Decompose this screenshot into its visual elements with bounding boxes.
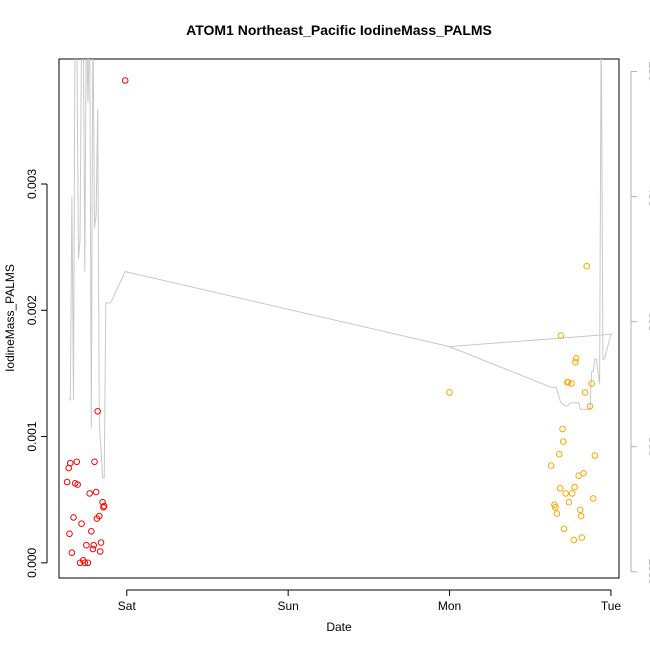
data-point [81,559,89,567]
y-tick-label: 0.002 [25,295,39,325]
data-point [577,512,585,520]
data-point [97,539,105,546]
data-point [68,549,76,557]
data-point [580,469,587,477]
x-tick-label: Tue [601,599,622,613]
x-axis-label: Date [326,620,352,634]
y-axis-label: IodineMass_PALMS [3,264,17,372]
x-tick-label: Sat [118,599,137,613]
data-point [556,450,563,458]
right-tick-label: 400 [646,187,650,207]
data-point [70,514,77,521]
data-point [565,498,573,506]
data-point [589,495,597,502]
y-axis: 0.000 0.001 0.002 0.003 [25,169,48,578]
data-point [560,525,568,533]
data-point [577,506,584,514]
right-tick-label: 1000 [646,558,650,585]
data-point [89,545,97,553]
data-point [572,355,580,362]
x-tick-label: Sun [277,599,298,613]
data-point [78,520,85,528]
plot-area [63,59,613,567]
data-point [96,512,103,520]
data-point [66,530,73,538]
right-tick-label: 800 [646,437,650,457]
data-point [581,389,589,396]
data-point [568,380,575,387]
data-point [100,502,108,510]
data-point [588,380,595,387]
data-point [591,452,599,459]
data-point [86,490,93,497]
data-point [586,403,594,410]
chart-title: ATOM1 Northeast_Pacific IodineMass_PALMS [186,22,492,38]
right-axis: 200 400 600 800 1000 [630,61,650,585]
data-point [553,510,561,517]
right-tick-label: 200 [646,61,650,81]
plot-frame [58,58,620,579]
data-point [74,481,81,488]
y-tick-label: 0.003 [25,169,39,199]
data-point [556,485,564,492]
data-point [560,438,567,445]
y-tick-label: 0.000 [25,548,39,578]
data-point [578,534,586,541]
x-tick-label: Mon [438,599,461,613]
data-point [568,490,576,497]
data-point [559,425,566,433]
plot-marks [63,59,613,567]
data-point [73,458,81,466]
y-tick-label: 0.001 [25,421,39,451]
data-point [572,358,579,366]
data-point [90,541,97,549]
data-point [547,462,555,469]
data-point [121,77,129,84]
data-point [96,548,104,555]
data-point [562,490,570,497]
data-point [557,332,565,339]
data-point [63,478,71,486]
data-point [83,541,90,549]
x-axis: Sat Sun Mon Tue [118,589,622,613]
data-point [446,389,453,396]
data-point [570,536,578,544]
data-point [552,504,559,511]
data-point [100,504,107,511]
data-point [94,408,101,415]
data-point [92,488,100,496]
data-point [583,262,591,270]
data-point [91,458,98,466]
data-point [84,559,92,567]
data-point [571,483,578,491]
right-tick-label: 600 [646,312,650,332]
altitude-line [68,59,613,479]
data-point [88,528,95,535]
data-point [564,379,572,386]
data-point [67,459,74,467]
